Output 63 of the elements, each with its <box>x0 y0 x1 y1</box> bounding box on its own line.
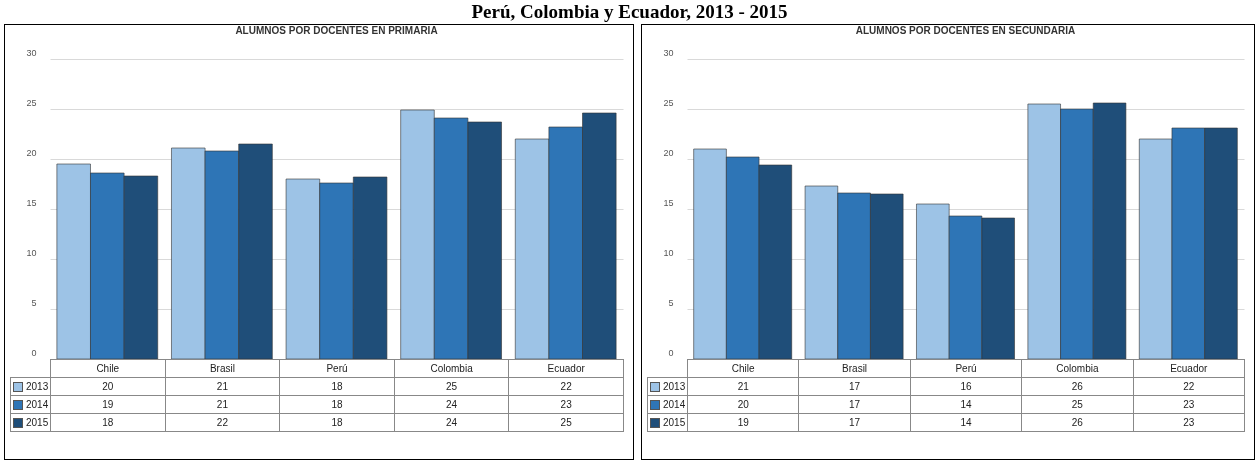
y-tick-label: 10 <box>26 247 37 258</box>
data-label: 25 <box>394 377 509 396</box>
data-label: 25 <box>508 413 624 432</box>
data-label: 23 <box>1133 395 1245 414</box>
data-label: 19 <box>50 395 166 414</box>
x-tick-label: Ecuador <box>508 359 624 378</box>
y-tick-label: 15 <box>663 197 674 208</box>
legend-label: 2014 <box>647 395 688 414</box>
data-label: 20 <box>50 377 166 396</box>
legend-label: 2013 <box>647 377 688 396</box>
y-tick-label: 0 <box>668 347 674 358</box>
data-label: 18 <box>279 413 395 432</box>
data-label: 21 <box>165 395 280 414</box>
y-tick-label: 5 <box>668 297 674 308</box>
data-label: 19 <box>687 413 799 432</box>
x-tick-label: Perú <box>279 359 395 378</box>
x-tick-label: Chile <box>50 359 166 378</box>
data-label: 23 <box>508 395 624 414</box>
data-label: 18 <box>279 377 395 396</box>
data-label: 21 <box>165 377 280 396</box>
data-label: 23 <box>1133 413 1245 432</box>
data-label: 17 <box>798 413 911 432</box>
data-label: 17 <box>798 395 911 414</box>
y-tick-label: 0 <box>31 347 37 358</box>
data-label: 14 <box>910 413 1022 432</box>
y-tick-label: 5 <box>31 297 37 308</box>
data-label: 16 <box>910 377 1022 396</box>
legend-label: 2013 <box>10 377 51 396</box>
data-label: 21 <box>687 377 799 396</box>
data-label: 18 <box>279 395 395 414</box>
y-tick-label: 20 <box>26 147 37 158</box>
y-tick-label: 25 <box>663 97 674 108</box>
legend-label: 2015 <box>10 413 51 432</box>
data-label: 14 <box>910 395 1022 414</box>
data-label: 22 <box>508 377 624 396</box>
y-tick-label: 15 <box>26 197 37 208</box>
y-tick-label: 30 <box>663 47 674 58</box>
y-tick-label: 20 <box>663 147 674 158</box>
data-label: 17 <box>798 377 911 396</box>
text: Perú, Colombia y Ecuador, 2013 - 2015 <box>471 1 788 22</box>
data-label: 24 <box>394 413 509 432</box>
data-label: 25 <box>1021 395 1134 414</box>
chart-title: ALUMNOS POR DOCENTES EN SECUNDARIA <box>855 25 1076 36</box>
x-tick-label: Colombia <box>1021 359 1134 378</box>
y-tick-label: 30 <box>26 47 37 58</box>
data-label: 18 <box>50 413 166 432</box>
x-tick-label: Brasil <box>165 359 280 378</box>
legend-label: 2014 <box>10 395 51 414</box>
data-label: 26 <box>1021 377 1134 396</box>
data-label: 20 <box>687 395 799 414</box>
data-label: 24 <box>394 395 509 414</box>
data-label: 22 <box>165 413 280 432</box>
legend-label: 2015 <box>647 413 688 432</box>
x-tick-label: Colombia <box>394 359 509 378</box>
x-tick-label: Brasil <box>798 359 911 378</box>
y-tick-label: 10 <box>663 247 674 258</box>
x-tick-label: Ecuador <box>1133 359 1245 378</box>
y-tick-label: 25 <box>26 97 37 108</box>
data-label: 26 <box>1021 413 1134 432</box>
chart-title: ALUMNOS POR DOCENTES EN PRIMARIA <box>235 25 438 36</box>
data-label: 22 <box>1133 377 1245 396</box>
x-tick-label: Chile <box>687 359 799 378</box>
x-tick-label: Perú <box>910 359 1022 378</box>
